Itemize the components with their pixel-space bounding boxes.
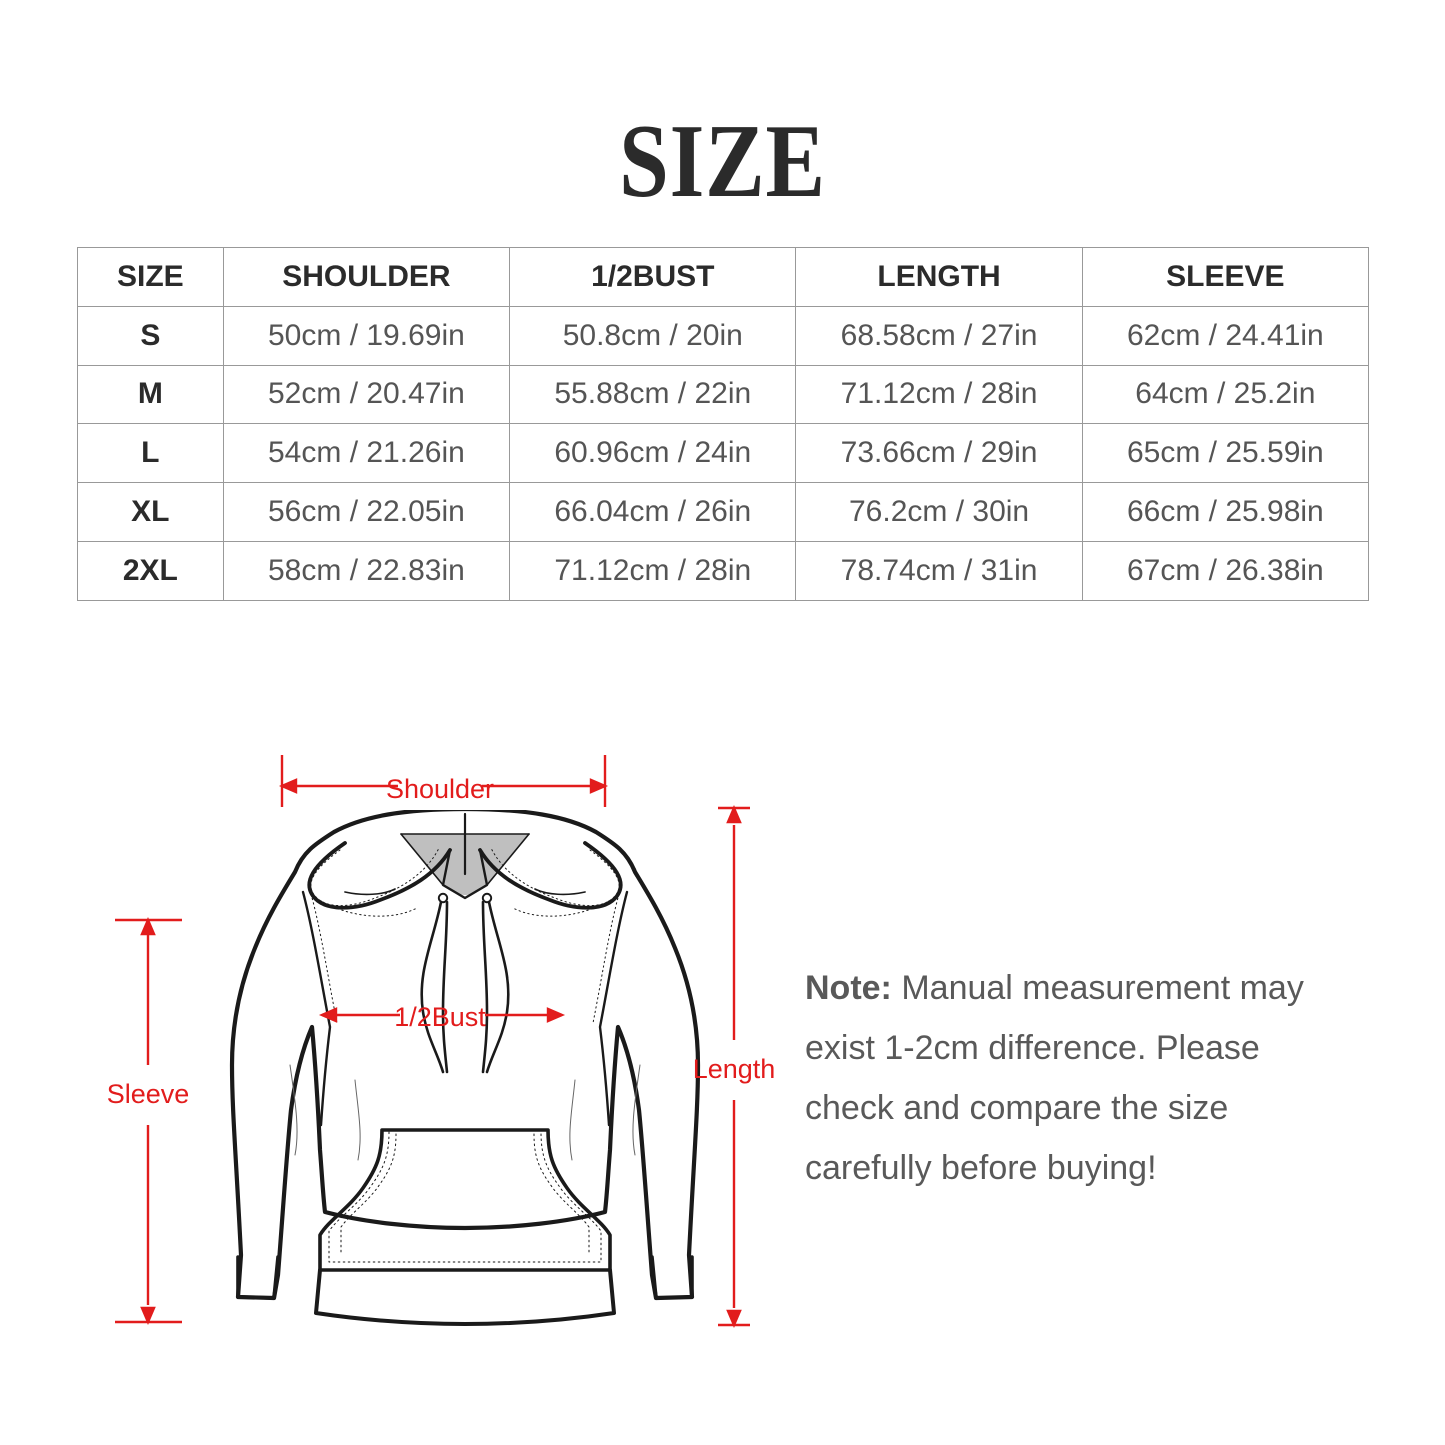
svg-text:Sleeve: Sleeve <box>107 1079 190 1109</box>
svg-text:Length: Length <box>693 1054 776 1084</box>
svg-text:Shoulder: Shoulder <box>386 774 494 804</box>
svg-text:1/2Bust: 1/2Bust <box>394 1002 486 1032</box>
